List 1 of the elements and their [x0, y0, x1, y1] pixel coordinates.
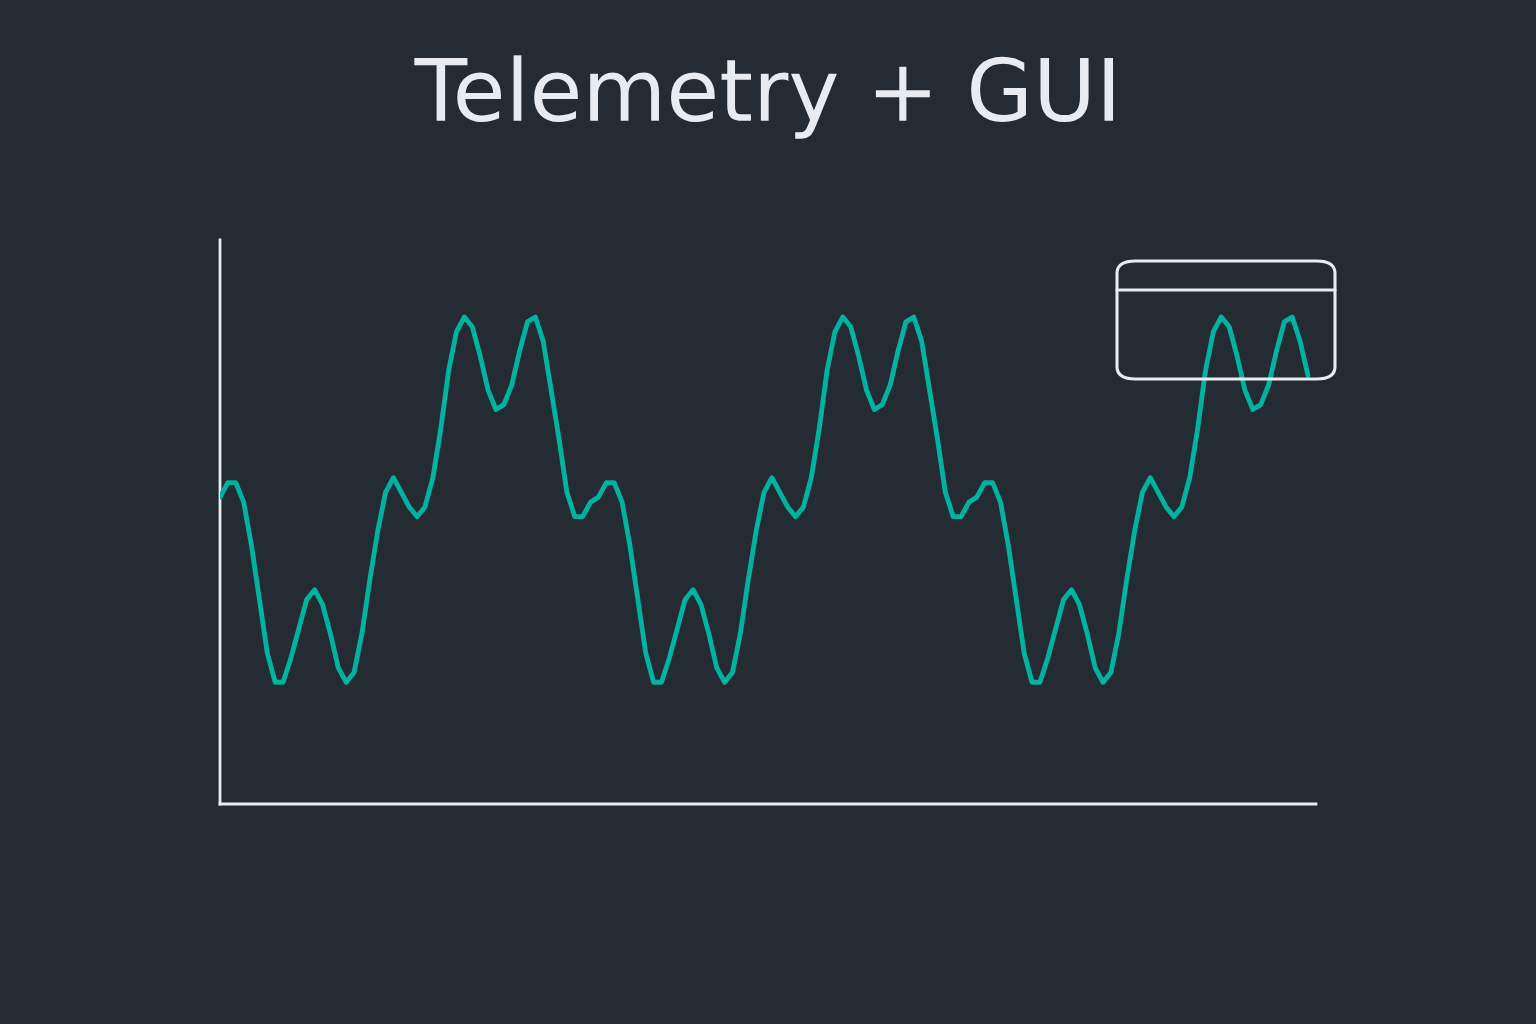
chart-title: Telemetry + GUI	[414, 55, 1113, 139]
